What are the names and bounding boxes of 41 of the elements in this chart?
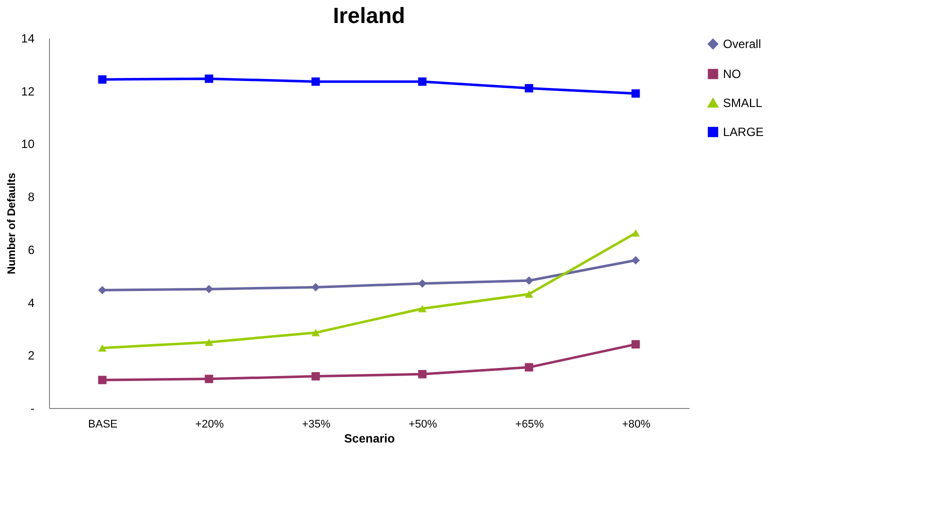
point	[311, 372, 320, 380]
point	[98, 75, 107, 84]
x-tick-label: +35%	[302, 418, 331, 430]
point	[631, 340, 640, 348]
x-tick-label: +20%	[195, 418, 224, 430]
legend-label: LARGE	[723, 125, 764, 139]
point	[524, 84, 534, 92]
x-tick-label: +50%	[408, 418, 438, 430]
point	[418, 305, 427, 312]
point	[204, 374, 214, 384]
point	[631, 229, 640, 237]
y-axis-title: Number of Defaults	[6, 172, 18, 274]
y-tick-label: 8	[28, 190, 35, 204]
legend-label: NO	[723, 67, 741, 81]
y-tick-label: 2	[28, 348, 35, 363]
point	[98, 376, 107, 384]
x-axis-title: Scenario	[344, 432, 395, 446]
y-tick-label: 6	[28, 242, 35, 257]
y-tick-label: 4	[28, 296, 35, 310]
legend-label: Overall	[723, 37, 762, 51]
point	[631, 89, 640, 98]
y-tick-label: 14	[21, 32, 35, 46]
point	[311, 77, 320, 86]
y-tick-label: 12	[21, 84, 35, 98]
point	[524, 290, 534, 298]
point	[311, 329, 320, 336]
y-tick-label: 10	[21, 137, 35, 152]
y-tick-label: -	[30, 402, 34, 416]
point	[418, 77, 427, 86]
point	[204, 74, 214, 83]
point	[631, 256, 640, 264]
point	[98, 344, 107, 352]
chart-title: Ireland	[332, 3, 406, 28]
legend-label: SMALL	[723, 96, 763, 110]
x-tick-label: +65%	[515, 418, 544, 430]
point	[204, 338, 214, 346]
x-tick-label: +80%	[622, 418, 651, 430]
point	[418, 370, 427, 378]
x-tick-label: BASE	[88, 418, 118, 430]
point	[524, 363, 534, 372]
point	[204, 284, 214, 294]
